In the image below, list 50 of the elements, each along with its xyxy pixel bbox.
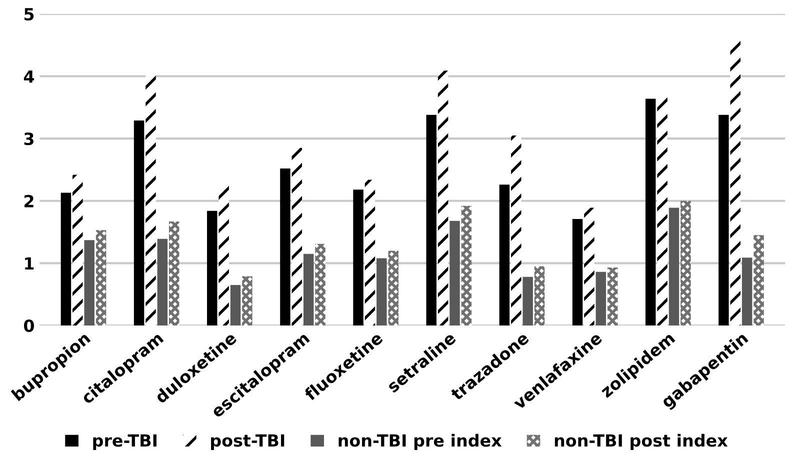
bar	[364, 180, 376, 326]
bar	[242, 276, 252, 326]
legend-label: non-TBI pre index	[338, 434, 502, 450]
bar	[572, 218, 583, 326]
y-tick-label: 0	[24, 319, 34, 332]
legend-label: pre-TBI	[93, 434, 156, 450]
bar	[353, 190, 364, 326]
bar	[280, 168, 290, 326]
y-tick-label: 5	[24, 8, 34, 21]
bar	[315, 244, 326, 326]
bar	[157, 238, 168, 326]
y-tick-label: 2	[24, 194, 34, 208]
bar	[754, 235, 764, 326]
bar	[72, 174, 83, 326]
bar	[596, 272, 606, 326]
bar	[96, 230, 106, 326]
bar	[461, 206, 472, 326]
bar	[438, 70, 448, 326]
bar	[376, 258, 387, 326]
bar	[742, 258, 752, 326]
bar	[218, 184, 229, 326]
bar	[511, 135, 522, 326]
bar	[426, 114, 436, 326]
bar	[730, 39, 740, 326]
bar	[303, 254, 314, 326]
bar	[388, 250, 398, 326]
bar	[718, 114, 729, 326]
bar	[522, 276, 533, 326]
bar	[169, 221, 180, 326]
bar	[292, 148, 302, 326]
bar	[584, 208, 594, 326]
bar	[230, 285, 241, 326]
y-tick-label: 3	[24, 132, 34, 146]
bar	[84, 240, 94, 326]
bar	[645, 98, 656, 326]
bar	[146, 74, 156, 326]
bar	[60, 192, 72, 326]
legend-label: post-TBI	[211, 434, 284, 450]
bar	[607, 268, 618, 326]
bar	[207, 210, 218, 326]
bar	[134, 120, 144, 326]
bar	[534, 266, 545, 326]
y-tick-label: 1	[25, 257, 34, 270]
bar	[499, 184, 510, 326]
bar	[657, 96, 668, 326]
legend-label: non-TBI post index	[554, 434, 728, 450]
bar	[668, 208, 680, 326]
bar	[450, 220, 460, 326]
y-tick-label: 4	[24, 70, 34, 83]
bar	[680, 200, 691, 326]
